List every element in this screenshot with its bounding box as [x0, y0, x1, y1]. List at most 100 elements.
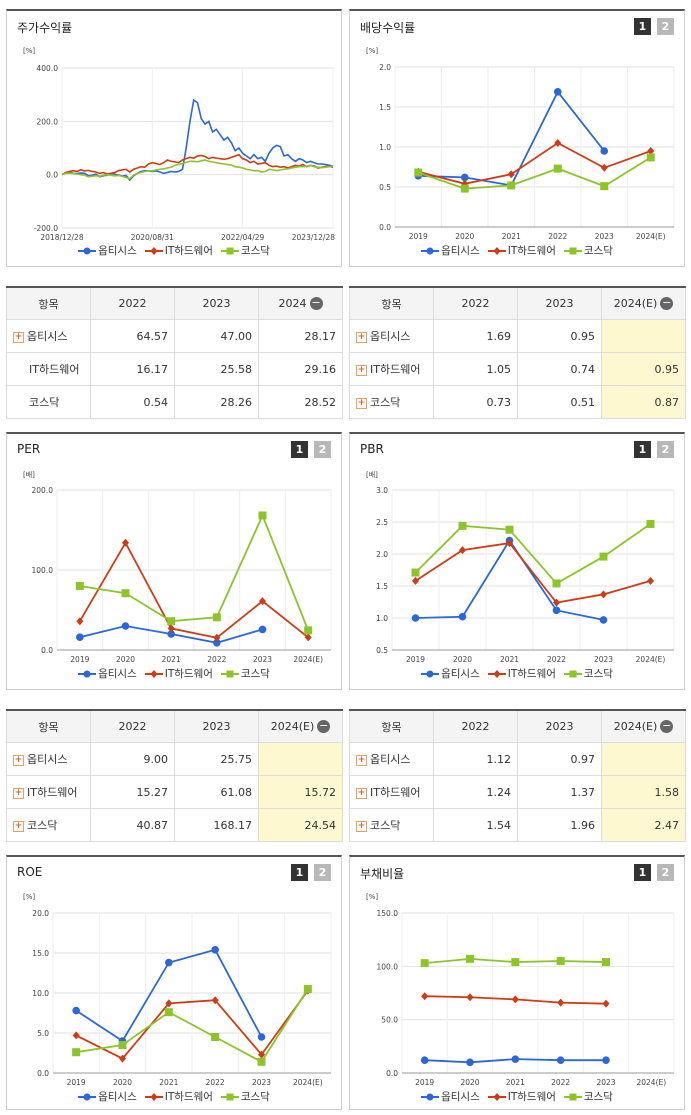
view-1-button[interactable]: 1: [634, 441, 651, 458]
x-tick-label: 2019: [406, 655, 425, 664]
legend-swatch-icon: [78, 1093, 97, 1100]
row-label: 옵티시스: [27, 330, 68, 343]
collapse-icon[interactable]: −: [660, 719, 674, 734]
series-line-kosdaq: [414, 523, 652, 585]
series-line-ithw: [75, 990, 309, 1060]
row-name-cell: IT하드웨어: [6, 352, 91, 386]
view-1-button[interactable]: 1: [634, 864, 651, 881]
legend-item-opti[interactable]: 옵티시스: [421, 1089, 480, 1104]
legend-swatch-icon: [220, 670, 239, 677]
collapse-icon[interactable]: −: [660, 296, 674, 311]
x-tick-label: 2020: [113, 1078, 132, 1087]
legend-item-ithw[interactable]: IT하드웨어: [144, 666, 213, 681]
legend-item-kosdaq[interactable]: 코스닥: [563, 1089, 613, 1104]
x-tick-label: 2024(E): [293, 1078, 323, 1087]
expand-icon[interactable]: +: [13, 787, 24, 799]
data-point-opti: [553, 88, 562, 96]
view-2-button[interactable]: 2: [314, 441, 331, 458]
legend-item-kosdaq[interactable]: 코스닥: [563, 243, 613, 258]
expand-icon[interactable]: +: [356, 787, 367, 799]
table-row: + IT하드웨어 1.24 1.37 1.58: [349, 775, 686, 809]
legend-swatch-icon: [144, 1092, 163, 1101]
view-2-button[interactable]: 2: [657, 864, 674, 881]
y-tick-label: 2.0: [376, 550, 388, 559]
column-header-label: 2024(E): [613, 296, 658, 310]
legend-item-kosdaq[interactable]: 코스닥: [220, 666, 270, 681]
legend-item-kosdaq[interactable]: 코스닥: [563, 666, 613, 681]
row-name-cell[interactable]: + 옵티시스: [6, 742, 91, 776]
legend-swatch-icon: [78, 247, 97, 254]
unit-label: [%]: [366, 893, 379, 901]
legend-swatch-icon: [144, 246, 163, 255]
data-point-ithw: [304, 633, 312, 642]
row-name-cell[interactable]: + 코스닥: [349, 808, 434, 842]
value-cell: 9.00: [90, 742, 175, 776]
view-1-button[interactable]: 1: [291, 864, 308, 881]
legend-item-opti[interactable]: 옵티시스: [421, 666, 480, 681]
pbr-table: 항목 2022 2023 2024(E) − + 옵티시스 1.12 0.97 + IT하드웨어 1.…: [349, 709, 686, 842]
expand-icon[interactable]: +: [13, 331, 24, 343]
value-cell: 64.57: [90, 319, 175, 353]
data-point-ithw: [600, 590, 607, 599]
row-label: 코스닥: [370, 396, 401, 409]
view-1-button[interactable]: 1: [634, 18, 651, 35]
view-1-button[interactable]: 1: [291, 441, 308, 458]
row-name-cell[interactable]: + IT하드웨어: [6, 775, 91, 809]
legend-item-ithw[interactable]: IT하드웨어: [487, 243, 556, 258]
legend-item-ithw[interactable]: IT하드웨어: [144, 1089, 213, 1104]
view-2-button[interactable]: 2: [657, 441, 674, 458]
legend-item-opti[interactable]: 옵티시스: [78, 1089, 137, 1104]
legend-item-opti[interactable]: 옵티시스: [78, 666, 137, 681]
x-tick-label: 2019: [70, 655, 89, 664]
column-header: 항목: [349, 709, 434, 743]
view-2-button[interactable]: 2: [657, 18, 674, 35]
expand-icon[interactable]: +: [356, 820, 367, 832]
data-point-ithw: [511, 995, 519, 1004]
row-name-cell[interactable]: + 옵티시스: [6, 319, 91, 353]
row-name-cell[interactable]: + 옵티시스: [349, 742, 434, 776]
row-name-cell[interactable]: + 코스닥: [349, 385, 434, 419]
value-cell: 28.52: [258, 385, 343, 419]
view-2-button[interactable]: 2: [314, 864, 331, 881]
expand-icon[interactable]: +: [356, 364, 367, 376]
data-point-kosdaq: [414, 168, 423, 177]
table-header-row: 항목 2022 2023 2024(E) −: [349, 709, 686, 743]
legend-item-opti[interactable]: 옵티시스: [421, 243, 480, 258]
legend-item-ithw[interactable]: IT하드웨어: [487, 666, 556, 681]
row-name-cell[interactable]: + 코스닥: [6, 808, 91, 842]
y-tick-label: 0.5: [379, 183, 391, 192]
y-tick-label: 2.5: [376, 518, 388, 527]
panel-title: PER: [17, 442, 41, 456]
expand-icon[interactable]: +: [13, 820, 24, 832]
y-tick-label: 100.0: [377, 962, 399, 971]
legend-item-opti[interactable]: 옵티시스: [78, 243, 137, 258]
dividend-yield-chart: 2.0 1.5 1.0 0.5 0.0 2019 2020 2021 2022 2023 2024(…: [379, 63, 675, 241]
legend-item-kosdaq[interactable]: 코스닥: [220, 1089, 270, 1104]
x-tick-label: 2023: [253, 655, 272, 664]
data-point-kosdaq: [460, 184, 469, 193]
data-point-kosdaq: [600, 182, 609, 191]
data-point-opti: [511, 1055, 520, 1063]
collapse-icon[interactable]: −: [309, 296, 323, 311]
column-header: 2022: [433, 709, 518, 743]
data-point-kosdaq: [507, 181, 516, 190]
legend-item-ithw[interactable]: IT하드웨어: [487, 1089, 556, 1104]
legend-item-kosdaq[interactable]: 코스닥: [220, 243, 270, 258]
row-name-cell[interactable]: + 옵티시스: [349, 319, 434, 353]
row-label: IT하드웨어: [370, 363, 421, 376]
series-line-ithw: [415, 542, 651, 604]
value-cell: 2.47: [601, 808, 686, 842]
legend-item-ithw[interactable]: IT하드웨어: [144, 243, 213, 258]
row-name-cell[interactable]: + IT하드웨어: [349, 775, 434, 809]
column-header-label: 2024: [278, 296, 307, 310]
expand-icon[interactable]: +: [356, 754, 367, 766]
expand-icon[interactable]: +: [356, 397, 367, 409]
legend-swatch-icon: [220, 1093, 239, 1100]
x-tick-label: 2024(E): [636, 232, 666, 241]
collapse-icon[interactable]: −: [317, 719, 331, 734]
expand-icon[interactable]: +: [13, 754, 24, 766]
row-name-cell[interactable]: + IT하드웨어: [349, 352, 434, 386]
expand-icon[interactable]: +: [356, 331, 367, 343]
